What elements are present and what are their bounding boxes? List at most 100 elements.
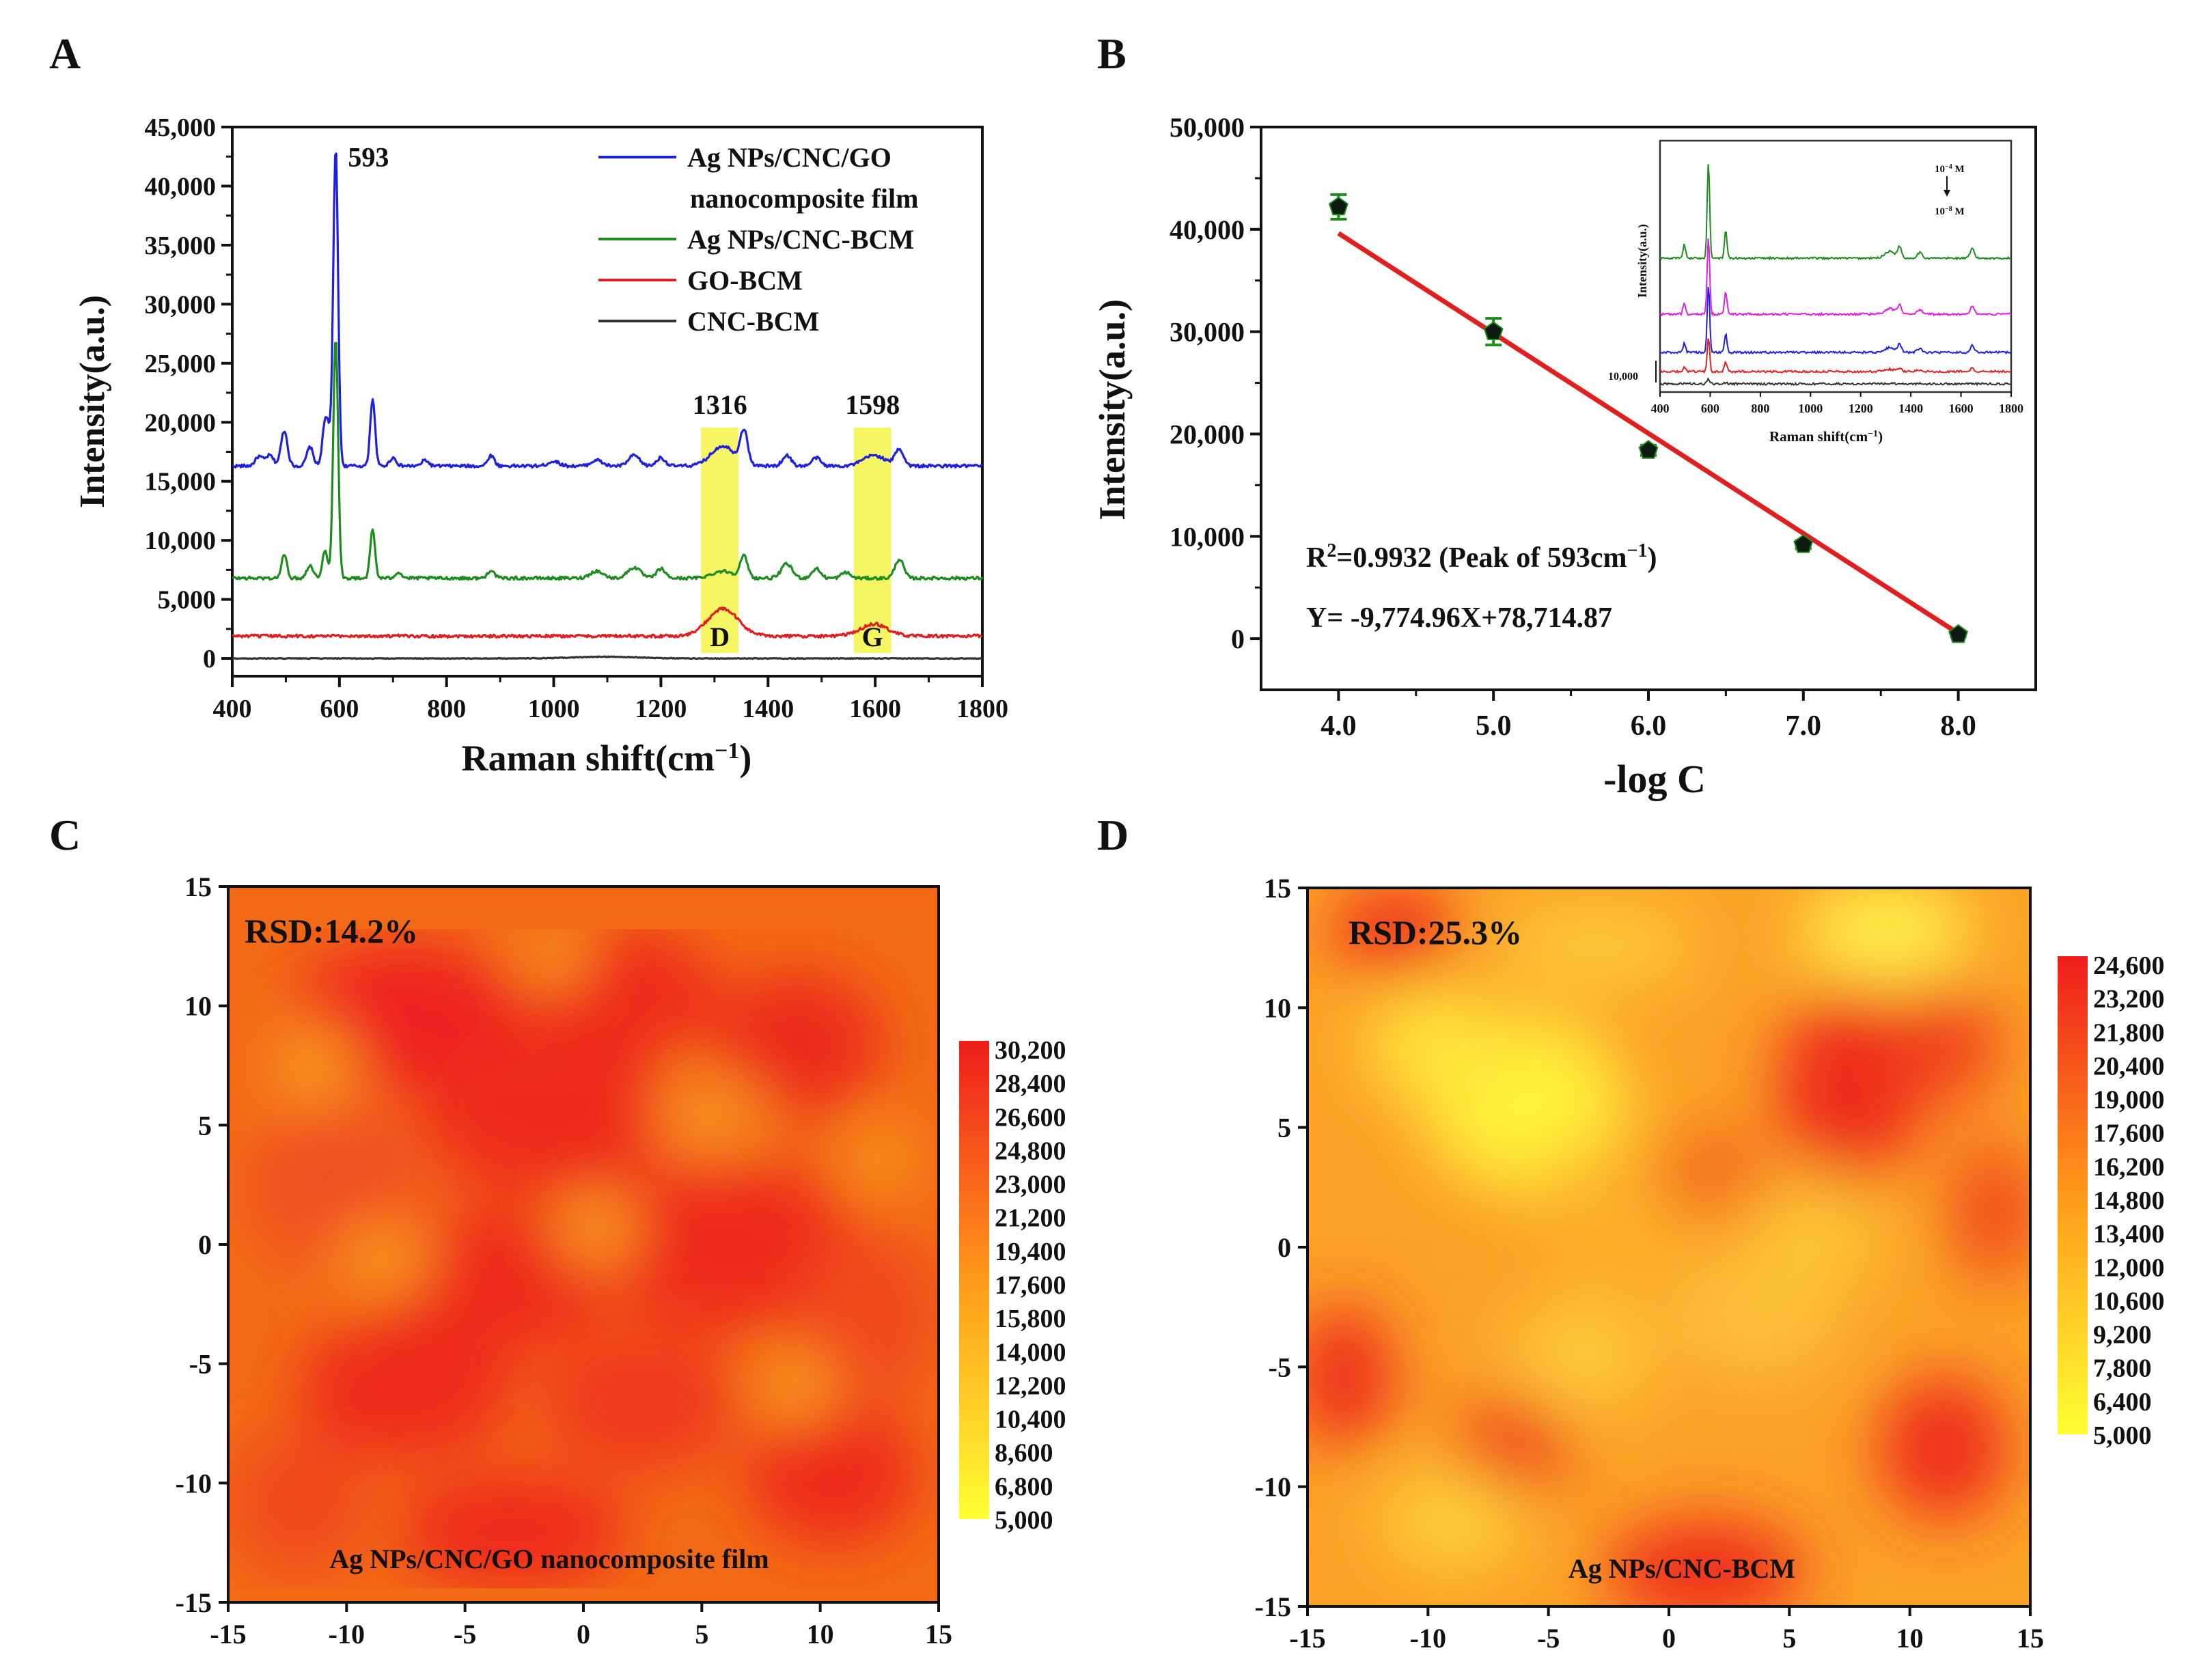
panel-b-inset-series-line-1	[1659, 238, 2012, 317]
panel-d-colorbar-label: 5,000	[2093, 1421, 2152, 1450]
panel-a-y-tick-label: 20,000	[145, 408, 217, 437]
panel-b-data-point	[1948, 624, 1969, 643]
panel-d-colorbar-label: 19,000	[2093, 1086, 2165, 1115]
panel-b-x-axis-label: -log C	[1603, 757, 1706, 801]
panel-a-y-tick-label: 5,000	[158, 586, 217, 615]
panel-d-heat-blob	[1365, 988, 1510, 1104]
panel-b-inset-x-tick-label: 1600	[1949, 402, 1974, 415]
panel-b-y-tick-label: 0	[1231, 624, 1245, 654]
panel-c-heat-blob	[384, 1208, 612, 1352]
panel-d-heat-blob	[1669, 1262, 1842, 1377]
panel-d-y-tick-label: -10	[1255, 1472, 1291, 1503]
panel-d-heat-blob	[1950, 1139, 2030, 1283]
panel-c-colorbar-label: 10,400	[995, 1406, 1066, 1434]
panel-c-heat-blob	[228, 1430, 370, 1574]
panel-b-inset-series-line-4	[1659, 377, 2012, 387]
panel-d-heat-blob	[1510, 1297, 1655, 1412]
panel-a-x-tick-label: 1400	[742, 695, 794, 723]
panel-b-inset-frame	[1659, 139, 2013, 393]
panel-c-heat-blob	[555, 1194, 641, 1266]
panel-c-x-tick-label: 5	[695, 1619, 708, 1649]
panel-a-x-tick-label: 1600	[849, 695, 901, 723]
panel-d-colorbar-label: 13,400	[2093, 1220, 2165, 1249]
panel-a-y-tick-label: 45,000	[145, 113, 217, 142]
panel-b-inset-x-tick-label: 600	[1701, 402, 1719, 415]
panel-d-heat-blob	[1878, 1376, 2009, 1520]
panel-a-band-d-peak-label: 1316	[693, 389, 747, 420]
panel-c-colorbar-label: 28,400	[995, 1070, 1066, 1098]
panel-c-colorbar-label: 24,800	[995, 1137, 1066, 1165]
panel-a-series-line-3	[232, 655, 983, 660]
panel-c-y-tick-label: -10	[176, 1468, 212, 1499]
panel-d-colorbar-label: 7,800	[2093, 1354, 2152, 1383]
panel-d-rsd-label: RSD:25.3%	[1349, 913, 1522, 951]
panel-a-y-tick-label: 40,000	[145, 172, 217, 201]
panel-d-caption: Ag NPs/CNC-BCM	[1568, 1553, 1795, 1584]
panel-letter-a: A	[49, 29, 81, 78]
panel-a-peak-593-label: 593	[348, 141, 389, 172]
panel-c-heat-blob	[519, 929, 591, 987]
panel-a-y-axis-label: Intensity(a.u.)	[73, 295, 112, 508]
panel-c-x-tick-label: 10	[807, 1619, 834, 1649]
panel-b-y-tick-label: 30,000	[1170, 317, 1245, 348]
panel-c-colorbar-label: 23,000	[995, 1171, 1066, 1199]
panel-b-x-tick-label: 6.0	[1631, 710, 1667, 742]
panel-letter-d: D	[1097, 811, 1129, 859]
panel-a-y-tick-label: 10,000	[145, 527, 217, 555]
panel-d-colorbar-label: 17,600	[2093, 1119, 2165, 1148]
legend-label-ag-cnc-bcm: Ag NPs/CNC-BCM	[687, 224, 914, 255]
panel-a-y-tick-label: 35,000	[145, 232, 217, 260]
panel-d-colorbar-label: 14,800	[2093, 1186, 2165, 1215]
panel-d-y-tick-label: -15	[1255, 1591, 1291, 1622]
panel-c-colorbar-label: 15,800	[995, 1305, 1066, 1333]
panel-d-y-tick-label: -5	[1269, 1352, 1291, 1382]
panel-b-data-point	[1793, 534, 1814, 553]
panel-c-colorbar-label: 19,400	[995, 1238, 1066, 1266]
panel-c-y-tick-label: 5	[198, 1110, 212, 1141]
panel-c-x-tick-label: 0	[577, 1619, 590, 1649]
panel-b-x-tick-label: 5.0	[1476, 710, 1512, 742]
panel-d-colorbar	[2058, 956, 2088, 1434]
panel-a-series-line-1	[232, 342, 984, 581]
panel-c-colorbar	[959, 1041, 989, 1519]
panel-c-heat-blob	[299, 1315, 512, 1460]
panel-b-inset: 400 600 800 1000 1200 1400 1600 1800 Intensity(…	[1608, 139, 2023, 445]
panel-d-x-tick-label: -15	[1289, 1623, 1325, 1654]
legend-label-cnc-bcm: CNC-BCM	[687, 306, 819, 337]
panel-d-heat-blob	[1741, 1175, 1886, 1291]
panel-b-inset-series-line-2	[1659, 287, 2012, 355]
panel-d-y-tick-label: 10	[1264, 992, 1291, 1023]
panel-d-colorbar-label: 23,200	[2093, 985, 2165, 1014]
panel-c-heat-blob	[754, 1352, 840, 1423]
panel-b-y-tick-label: 50,000	[1170, 112, 1245, 143]
panel-c-heat-blob	[846, 1122, 917, 1195]
panel-d-colorbar-label: 20,400	[2093, 1052, 2165, 1081]
panel-b-inset-x-tick-label: 1000	[1798, 402, 1823, 415]
panel-d-heatmap: -15-15 -10 -10 -5 -5 0 0 5 5 10 10 15 15 RSD:25.3% A…	[1255, 873, 2165, 1654]
panel-b-x-tick-label: 8.0	[1940, 710, 1976, 742]
panel-d-colorbar-label: 16,200	[2093, 1153, 2165, 1182]
panel-b-inset-series-line-3	[1659, 338, 2012, 374]
panel-b-r2-text: R2=0.9932 (Peak of 593cm−1)	[1306, 540, 1657, 574]
panel-a-x-axis-label: Raman shift(cm−1)	[462, 738, 752, 779]
panel-d-x-tick-label: 5	[1782, 1623, 1796, 1654]
panel-d-heat-blob	[1885, 988, 2002, 1104]
panel-d-heat-blob	[1799, 888, 1973, 981]
panel-c-heat-blob	[711, 972, 882, 1116]
panel-c-colorbar-label: 17,600	[995, 1271, 1066, 1300]
panel-b-equation-text: Y= -9,774.96X+78,714.87	[1306, 602, 1612, 634]
panel-a-x-tick-label: 1000	[528, 695, 580, 723]
panel-letter-c: C	[49, 811, 81, 859]
panel-c-x-tick-label: -5	[454, 1619, 476, 1649]
panel-c-y-tick-label: 0	[198, 1229, 212, 1260]
panel-c-y-tick-label: 10	[184, 991, 212, 1022]
panel-b-inset-x-tick-label: 1800	[1999, 402, 2023, 415]
legend-label-go-bcm: GO-BCM	[687, 265, 803, 296]
panel-c-colorbar-label: 8,600	[995, 1439, 1053, 1468]
panel-b-chart: 0 10,000 20,000 30,000 40,000 50,000 4.0 5.0 6.…	[1092, 112, 2037, 801]
panel-c-caption: Ag NPs/CNC/GO nanocomposite film	[329, 1544, 769, 1574]
panel-a-x-tick-label: 1200	[635, 695, 687, 723]
panel-b-y-axis-label: Intensity(a.u.)	[1092, 299, 1133, 520]
panel-c-colorbar-label: 26,600	[995, 1103, 1066, 1132]
panel-d-y-tick-label: 0	[1277, 1232, 1291, 1263]
